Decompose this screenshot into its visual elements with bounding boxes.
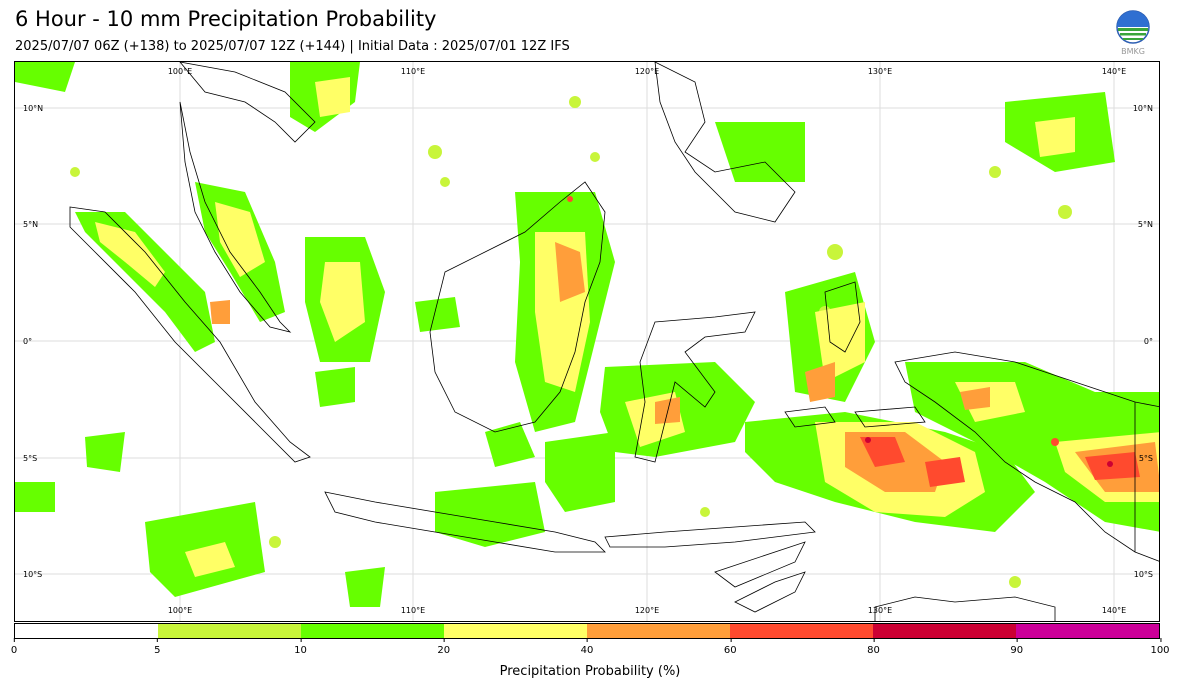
lat-labels-left: 10°N 5°N 0° 5°S 10°S [23, 104, 43, 579]
colorbar-tick-label: 5 [154, 638, 160, 656]
lat-label: 10°N [1133, 104, 1153, 113]
lat-label: 5°S [1139, 454, 1153, 463]
lat-label: 0° [23, 337, 32, 346]
colorbar-segment [158, 624, 301, 638]
lon-label: 110°E [401, 67, 425, 76]
colorbar-tick-label: 10 [294, 638, 307, 656]
lon-label: 140°E [1102, 67, 1126, 76]
colorbar-tick-label: 20 [437, 638, 450, 656]
map-title: 6 Hour - 10 mm Precipitation Probability [15, 7, 437, 31]
colorbar-tick-label: 0 [11, 638, 17, 656]
colorbar-segment [444, 624, 587, 638]
bmkg-logo: BMKG [1114, 10, 1152, 56]
lon-label: 130°E [868, 606, 892, 615]
colorbar-segment [730, 624, 873, 638]
precipitation-map: 100°E 110°E 120°E 130°E 140°E 100°E 110°… [14, 61, 1160, 622]
map-subtitle: 2025/07/07 06Z (+138) to 2025/07/07 12Z … [15, 39, 570, 54]
colorbar-tick-label: 80 [867, 638, 880, 656]
colorbar-segment [15, 624, 158, 638]
coastlines [69, 62, 1159, 621]
lon-label: 100°E [168, 606, 192, 615]
colorbar-tick-label: 60 [724, 638, 737, 656]
lat-label: 10°S [1134, 570, 1153, 579]
colorbar-label: Precipitation Probability (%) [499, 664, 681, 679]
lon-label: 130°E [868, 67, 892, 76]
lat-label: 0° [1144, 337, 1153, 346]
colorbar-segment [587, 624, 730, 638]
colorbar-tick-label: 90 [1010, 638, 1023, 656]
lat-label: 10°N [23, 104, 43, 113]
colorbar [14, 623, 1160, 639]
colorbar-segment [301, 624, 444, 638]
colorbar-tick-label: 100 [1150, 638, 1170, 656]
lat-labels-right: 10°N 5°N 0° 5°S 10°S [1133, 104, 1153, 579]
precipitation-field [15, 62, 1159, 607]
lat-label: 5°N [23, 220, 38, 229]
lon-label: 100°E [168, 67, 192, 76]
colorbar-ticks: 0 5 10 20 40 60 80 90 100 [11, 638, 1170, 659]
lon-label: 140°E [1102, 606, 1126, 615]
colorbar-tick-label: 40 [581, 638, 593, 656]
lon-label: 120°E [635, 67, 659, 76]
colorbar-segment [873, 624, 1016, 638]
lat-label: 5°N [1138, 220, 1153, 229]
lon-label: 120°E [635, 606, 659, 615]
colorbar-segment [1016, 624, 1159, 638]
logo-text: BMKG [1121, 47, 1145, 56]
lon-label: 110°E [401, 606, 425, 615]
lat-label: 5°S [23, 454, 37, 463]
lon-labels-bottom: 100°E 110°E 120°E 130°E 140°E [168, 606, 1126, 615]
lat-label: 10°S [23, 570, 42, 579]
lon-labels-top: 100°E 110°E 120°E 130°E 140°E [168, 67, 1126, 76]
